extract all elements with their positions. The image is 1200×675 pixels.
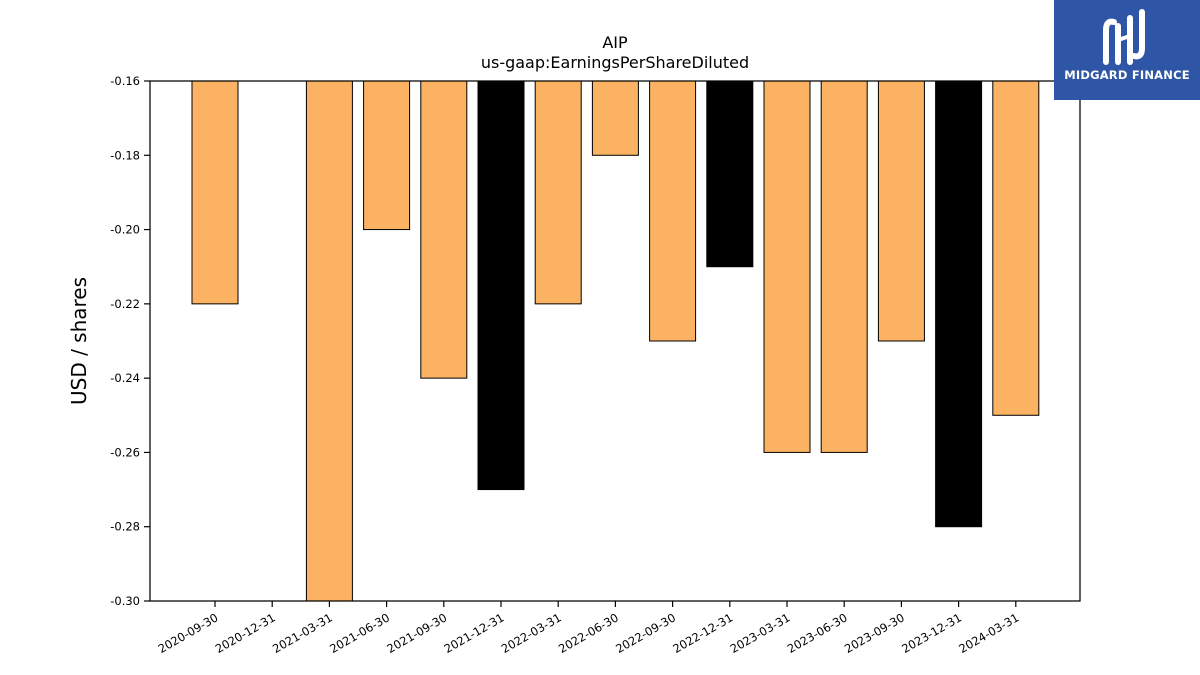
y-axis-ticks: -0.30 -0.28 -0.26 -0.24 -0.22 -0.20 -0.18 -0.16 <box>110 74 150 608</box>
y-tick-label: -0.22 <box>110 297 140 311</box>
bar-2021-06-30 <box>363 80 411 231</box>
bar-2024-03-31 <box>992 80 1040 416</box>
x-tick-label: 2022-09-30 <box>613 610 678 656</box>
bar-2021-09-30 <box>420 80 468 379</box>
x-tick-label: 2023-12-31 <box>899 610 964 656</box>
y-tick-label: -0.18 <box>110 148 140 162</box>
bar-2022-09-30 <box>649 80 697 342</box>
x-tick-label: 2023-06-30 <box>785 610 850 656</box>
x-tick-label: 2023-09-30 <box>842 610 907 656</box>
bar-2022-06-30 <box>591 80 639 156</box>
bar-2021-12-31 <box>477 80 525 491</box>
y-tick-label: -0.16 <box>110 74 140 88</box>
x-tick-label: 2021-09-30 <box>384 610 449 656</box>
chart-subtitle: us-gaap:EarningsPerShareDiluted <box>481 53 749 72</box>
bar-2022-03-31 <box>534 80 582 305</box>
x-tick-label: 2022-12-31 <box>670 610 735 656</box>
bar-2023-06-30 <box>820 80 868 453</box>
bar-2022-12-31 <box>706 80 754 268</box>
y-tick-label: -0.26 <box>110 445 140 459</box>
bar-2023-03-31 <box>763 80 811 453</box>
bars-layer <box>191 80 1040 602</box>
y-tick-label: -0.20 <box>110 223 140 237</box>
x-tick-label: 2020-12-31 <box>213 610 278 656</box>
bar-2023-09-30 <box>877 80 925 342</box>
x-tick-label: 2022-06-30 <box>556 610 621 656</box>
brand-name: MIDGARD FINANCE <box>1064 68 1190 82</box>
bar-2021-03-31 <box>305 80 353 602</box>
x-tick-label: 2021-12-31 <box>442 610 507 656</box>
y-tick-label: -0.28 <box>110 520 140 534</box>
brand-logo: MIDGARD FINANCE <box>1054 0 1200 100</box>
midgard-logo-icon <box>1103 9 1145 65</box>
x-tick-label: 2021-06-30 <box>327 610 392 656</box>
x-axis-ticks: 2020-09-302020-12-312021-03-312021-06-30… <box>156 601 1021 656</box>
y-tick-label: -0.24 <box>110 371 140 385</box>
bar-2023-12-31 <box>935 80 983 528</box>
y-axis-label: USD / shares <box>67 277 91 405</box>
bar-2020-09-30 <box>191 80 239 305</box>
x-tick-label: 2024-03-31 <box>956 610 1021 656</box>
x-tick-label: 2020-09-30 <box>156 610 221 656</box>
chart-title: AIP <box>602 33 628 52</box>
x-tick-label: 2022-03-31 <box>499 610 564 656</box>
x-tick-label: 2023-03-31 <box>728 610 793 656</box>
x-tick-label: 2021-03-31 <box>270 610 335 656</box>
y-tick-label: -0.30 <box>110 594 140 608</box>
